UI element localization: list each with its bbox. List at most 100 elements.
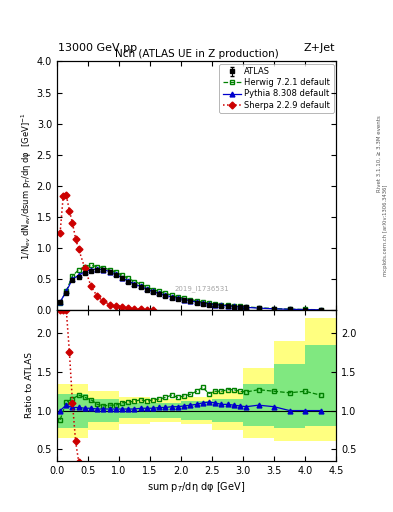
Sherpa 2.2.9 default [138,306,143,312]
Pythia 8.308 default [287,306,292,312]
Herwig 7.2.1 default [244,304,248,310]
Pythia 8.308 default [64,288,69,294]
Pythia 8.308 default [237,304,242,310]
Sherpa 2.2.9 default [151,307,156,313]
Y-axis label: 1/N$_{ev}$ dN$_{ev}$/dsum p$_{T}$/dη dφ  [GeV]$^{-1}$: 1/N$_{ev}$ dN$_{ev}$/dsum p$_{T}$/dη dφ … [19,112,34,260]
Pythia 8.308 default [95,266,100,272]
Herwig 7.2.1 default [219,302,224,308]
Pythia 8.308 default [132,281,137,287]
Herwig 7.2.1 default [120,272,125,279]
Herwig 7.2.1 default [89,262,94,268]
Pythia 8.308 default [194,299,199,305]
Pythia 8.308 default [231,303,236,309]
Pythia 8.308 default [157,290,162,296]
Pythia 8.308 default [207,301,211,307]
Herwig 7.2.1 default [303,306,307,312]
Pythia 8.308 default [163,292,168,298]
Text: Rivet 3.1.10, ≥ 3.3M events: Rivet 3.1.10, ≥ 3.3M events [377,115,382,192]
Pythia 8.308 default [114,271,118,277]
Pythia 8.308 default [188,297,193,304]
Pythia 8.308 default [107,268,112,274]
Herwig 7.2.1 default [200,299,205,305]
Pythia 8.308 default [120,275,125,281]
Pythia 8.308 default [151,288,156,294]
X-axis label: sum p$_{T}$/dη dφ [GeV]: sum p$_{T}$/dη dφ [GeV] [147,480,246,494]
Line: Pythia 8.308 default: Pythia 8.308 default [58,267,323,312]
Pythia 8.308 default [176,295,180,302]
Pythia 8.308 default [225,303,230,309]
Pythia 8.308 default [213,302,217,308]
Line: Herwig 7.2.1 default: Herwig 7.2.1 default [58,263,323,312]
Pythia 8.308 default [200,300,205,306]
Herwig 7.2.1 default [126,275,130,282]
Sherpa 2.2.9 default [67,207,72,214]
Sherpa 2.2.9 default [70,220,75,226]
Herwig 7.2.1 default [58,300,62,306]
Herwig 7.2.1 default [188,296,193,303]
Pythia 8.308 default [244,304,248,310]
Sherpa 2.2.9 default [61,193,66,199]
Sherpa 2.2.9 default [126,305,130,311]
Pythia 8.308 default [58,299,62,305]
Herwig 7.2.1 default [151,287,156,293]
Herwig 7.2.1 default [182,295,186,302]
Pythia 8.308 default [169,294,174,300]
Pythia 8.308 default [303,307,307,313]
Pythia 8.308 default [76,272,81,279]
Herwig 7.2.1 default [138,281,143,287]
Pythia 8.308 default [89,267,94,273]
Line: Sherpa 2.2.9 default: Sherpa 2.2.9 default [58,193,156,312]
Herwig 7.2.1 default [207,300,211,306]
Pythia 8.308 default [182,296,186,303]
Herwig 7.2.1 default [95,264,100,270]
Text: 13000 GeV pp: 13000 GeV pp [58,42,137,53]
Herwig 7.2.1 default [64,288,69,294]
Pythia 8.308 default [126,278,130,284]
Pythia 8.308 default [101,267,106,273]
Herwig 7.2.1 default [287,306,292,312]
Herwig 7.2.1 default [176,294,180,300]
Herwig 7.2.1 default [107,267,112,273]
Text: Z+Jet: Z+Jet [304,42,335,53]
Text: 2019_I1736531: 2019_I1736531 [175,285,230,292]
Herwig 7.2.1 default [318,307,323,313]
Herwig 7.2.1 default [163,290,168,296]
Herwig 7.2.1 default [194,297,199,304]
Sherpa 2.2.9 default [114,303,118,309]
Sherpa 2.2.9 default [76,246,81,252]
Herwig 7.2.1 default [169,292,174,298]
Herwig 7.2.1 default [132,279,137,285]
Pythia 8.308 default [145,286,149,292]
Sherpa 2.2.9 default [95,293,100,300]
Legend: ATLAS, Herwig 7.2.1 default, Pythia 8.308 default, Sherpa 2.2.9 default: ATLAS, Herwig 7.2.1 default, Pythia 8.30… [219,64,334,113]
Pythia 8.308 default [256,305,261,311]
Y-axis label: Ratio to ATLAS: Ratio to ATLAS [25,352,34,418]
Herwig 7.2.1 default [237,303,242,309]
Herwig 7.2.1 default [101,265,106,271]
Herwig 7.2.1 default [70,273,75,279]
Herwig 7.2.1 default [145,284,149,290]
Pythia 8.308 default [138,284,143,290]
Sherpa 2.2.9 default [101,298,106,305]
Herwig 7.2.1 default [225,302,230,308]
Sherpa 2.2.9 default [83,265,87,271]
Sherpa 2.2.9 default [107,302,112,308]
Herwig 7.2.1 default [76,267,81,273]
Pythia 8.308 default [272,306,276,312]
Herwig 7.2.1 default [157,288,162,294]
Pythia 8.308 default [83,268,87,274]
Sherpa 2.2.9 default [64,192,69,198]
Sherpa 2.2.9 default [145,307,149,313]
Herwig 7.2.1 default [231,303,236,309]
Sherpa 2.2.9 default [73,236,78,242]
Sherpa 2.2.9 default [58,230,62,236]
Pythia 8.308 default [219,302,224,308]
Sherpa 2.2.9 default [89,284,94,290]
Sherpa 2.2.9 default [132,306,137,312]
Herwig 7.2.1 default [83,264,87,270]
Herwig 7.2.1 default [256,305,261,311]
Sherpa 2.2.9 default [120,305,125,311]
Herwig 7.2.1 default [272,306,276,312]
Pythia 8.308 default [318,307,323,313]
Pythia 8.308 default [70,276,75,282]
